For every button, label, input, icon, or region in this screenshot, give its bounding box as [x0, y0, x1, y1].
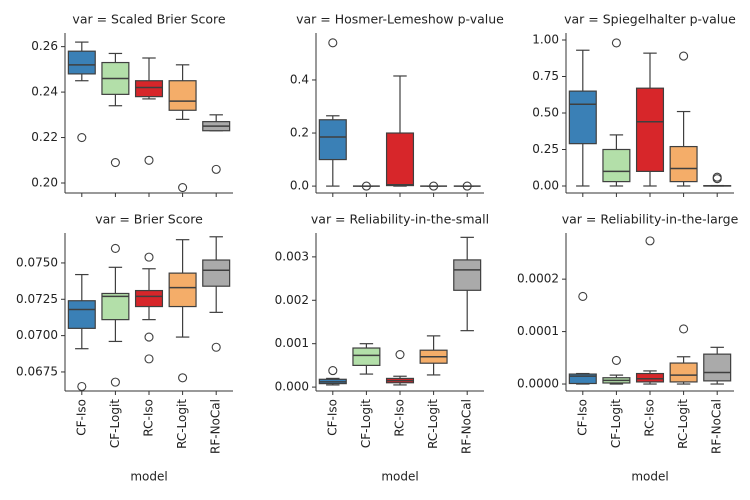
y-tick-label: 0.0700 [16, 328, 58, 342]
outlier [144, 332, 154, 342]
outlier [110, 243, 120, 253]
box [67, 50, 96, 75]
x-tick-label: RF-NoCal [710, 399, 724, 454]
box [168, 80, 197, 111]
outlier [611, 355, 621, 365]
outlier [144, 354, 154, 364]
y-tick-label: 0.003 [275, 249, 309, 263]
y-tick-label: 0.0002 [517, 272, 559, 286]
outlier [77, 381, 87, 392]
outlier [328, 366, 338, 376]
outlier [462, 181, 472, 191]
x-tick-label: CF-Logit [609, 399, 623, 448]
box [385, 132, 415, 187]
outlier [211, 164, 221, 174]
x-tick-label: RC-Logit [426, 399, 440, 449]
box [568, 90, 597, 145]
box [602, 148, 631, 183]
y-tick-label: 0.0675 [16, 364, 58, 378]
box [669, 362, 698, 383]
x-axis-label: model [130, 470, 167, 484]
outlier [110, 157, 120, 168]
y-tick-label: 0.50 [532, 106, 559, 120]
y-tick-label: 0.20 [31, 176, 58, 190]
panel-title: var = Reliability-in-the-small [311, 212, 489, 227]
outlier [429, 181, 439, 191]
x-tick-label: RC-Logit [676, 399, 690, 449]
y-tick-label: 0.24 [31, 85, 58, 99]
x-axis-label: model [381, 470, 418, 484]
box [134, 80, 164, 98]
x-tick-label: CF-Iso [325, 399, 339, 436]
y-tick-label: 0.0750 [16, 255, 58, 269]
y-tick-label: 0.2 [290, 126, 309, 140]
box [202, 259, 231, 287]
box [703, 353, 732, 382]
outlier [328, 38, 338, 48]
x-tick-label: RC-Iso [142, 399, 156, 437]
panel-title: var = Brier Score [95, 212, 203, 227]
x-tick-label: CF-Logit [359, 399, 373, 448]
y-tick-label: 1.00 [532, 33, 559, 47]
y-tick-label: 0.0 [290, 179, 309, 193]
x-tick-label: CF-Iso [74, 399, 88, 436]
panel-title: var = Spiegelhalter p-value [564, 12, 736, 27]
x-tick-label: RF-NoCal [460, 399, 474, 454]
box [101, 292, 130, 321]
outlier [679, 324, 689, 334]
y-tick-label: 0.0725 [16, 292, 58, 306]
x-tick-label: CF-Iso [575, 399, 589, 436]
outlier [178, 373, 188, 383]
y-tick-label: 0.001 [275, 336, 309, 350]
x-tick-label: CF-Logit [108, 399, 122, 448]
y-tick-label: 0.000 [275, 380, 309, 394]
outlier [679, 51, 689, 61]
y-tick-label: 0.75 [532, 69, 559, 83]
outlier [611, 38, 621, 48]
box [669, 145, 698, 183]
outlier [144, 155, 154, 165]
outlier [645, 236, 655, 246]
y-tick-label: 0.00 [532, 178, 559, 192]
outlier [395, 349, 405, 360]
box [67, 300, 96, 329]
box [352, 347, 381, 366]
box [134, 289, 164, 308]
outlier [144, 252, 154, 262]
panel-title: var = Reliability-in-the-large [562, 212, 739, 227]
y-tick-label: 0.22 [31, 130, 58, 144]
box [635, 372, 665, 383]
y-tick-label: 0.002 [275, 293, 309, 307]
x-tick-label: RF-NoCal [209, 399, 223, 454]
panel-title: var = Scaled Brier Score [72, 12, 225, 27]
outlier [178, 182, 188, 193]
y-tick-label: 0.4 [290, 72, 309, 86]
x-tick-label: RC-Logit [175, 399, 189, 449]
x-tick-label: RC-Iso [643, 399, 657, 437]
box [318, 119, 347, 161]
box [635, 87, 665, 172]
outlier [211, 342, 221, 352]
box [453, 259, 482, 291]
x-axis-label: model [631, 470, 668, 484]
outlier [361, 181, 371, 191]
y-tick-label: 0.0000 [517, 377, 559, 391]
y-tick-label: 0.26 [31, 39, 58, 53]
x-tick-label: RC-Iso [393, 399, 407, 437]
outlier [110, 377, 120, 387]
panel-title: var = Hosmer-Lemeshow p-value [296, 12, 504, 27]
outlier [712, 174, 722, 184]
box [568, 373, 597, 385]
outlier [578, 291, 588, 302]
y-tick-label: 0.0001 [517, 324, 559, 338]
outlier [77, 132, 87, 143]
box [168, 272, 197, 308]
y-tick-label: 0.25 [532, 142, 559, 156]
